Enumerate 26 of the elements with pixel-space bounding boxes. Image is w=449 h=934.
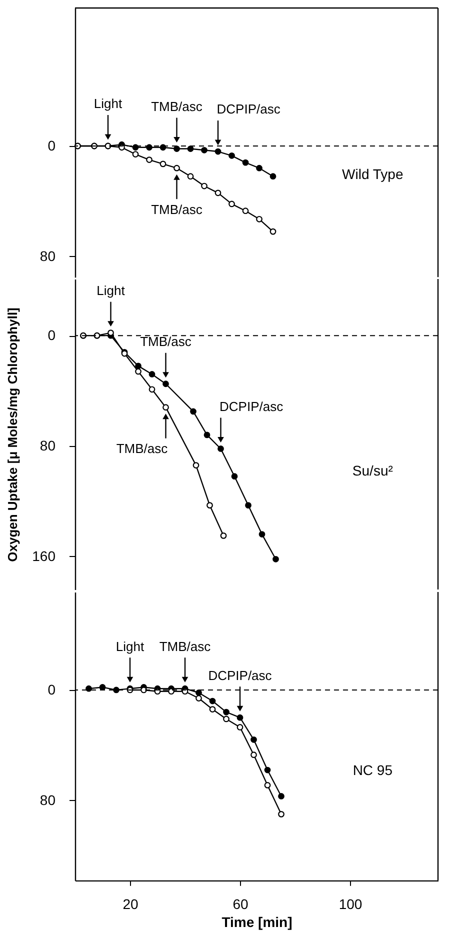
annotation: Light — [94, 96, 122, 112]
y-tick-label: 160 — [32, 548, 56, 564]
annotation: Su/su² — [352, 462, 394, 479]
annotation: Light — [96, 283, 126, 298]
annotation: Wild Type — [342, 166, 404, 182]
y-tick-label: 80 — [40, 437, 56, 454]
x-tick-label: 100 — [338, 896, 362, 912]
y-tick-label: 0 — [48, 327, 56, 344]
x-tick-label: 60 — [232, 896, 248, 912]
y-tick-label: 80 — [40, 248, 56, 264]
x-axis-title: Time [min] — [222, 914, 292, 930]
y-tick-label: 0 — [48, 138, 56, 154]
annotation: TMB/asc — [116, 441, 168, 456]
annotation: DCPIP/asc — [220, 398, 284, 414]
annotation: DCPIP/asc — [208, 668, 272, 683]
annotation: NC 95 — [352, 762, 393, 778]
x-tick-label: 20 — [122, 896, 138, 912]
annotation: TMB/asc — [151, 98, 203, 114]
annotation: TMB/asc — [151, 202, 203, 217]
annotation: Light — [116, 638, 144, 654]
y-tick-label: 80 — [40, 792, 56, 808]
y-tick-label: 0 — [48, 681, 56, 698]
y-axis-title: Oxygen Uptake [μ Moles/mg Chlorophyll] — [5, 308, 20, 562]
annotation: TMB/asc — [159, 638, 212, 654]
annotation: TMB/asc — [140, 334, 192, 350]
annotation: DCPIP/asc — [216, 102, 281, 117]
